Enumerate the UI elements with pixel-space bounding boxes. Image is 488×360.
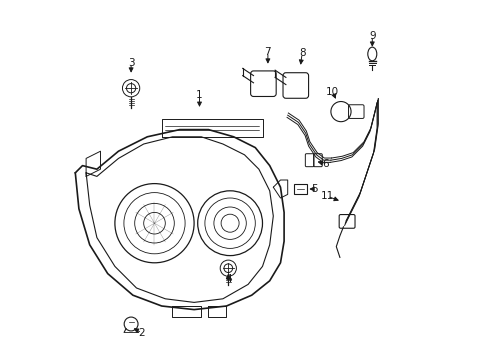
Text: 4: 4 bbox=[224, 274, 231, 284]
Text: 2: 2 bbox=[138, 328, 145, 338]
Text: 7: 7 bbox=[264, 47, 271, 57]
Text: 9: 9 bbox=[368, 31, 375, 41]
Text: 6: 6 bbox=[322, 159, 328, 169]
Text: 11: 11 bbox=[320, 191, 333, 201]
Text: 3: 3 bbox=[127, 58, 134, 68]
Text: 1: 1 bbox=[196, 90, 203, 100]
Bar bbox=[293, 184, 306, 194]
Text: 8: 8 bbox=[298, 48, 305, 58]
Text: 10: 10 bbox=[325, 87, 339, 97]
Text: 5: 5 bbox=[311, 184, 317, 194]
